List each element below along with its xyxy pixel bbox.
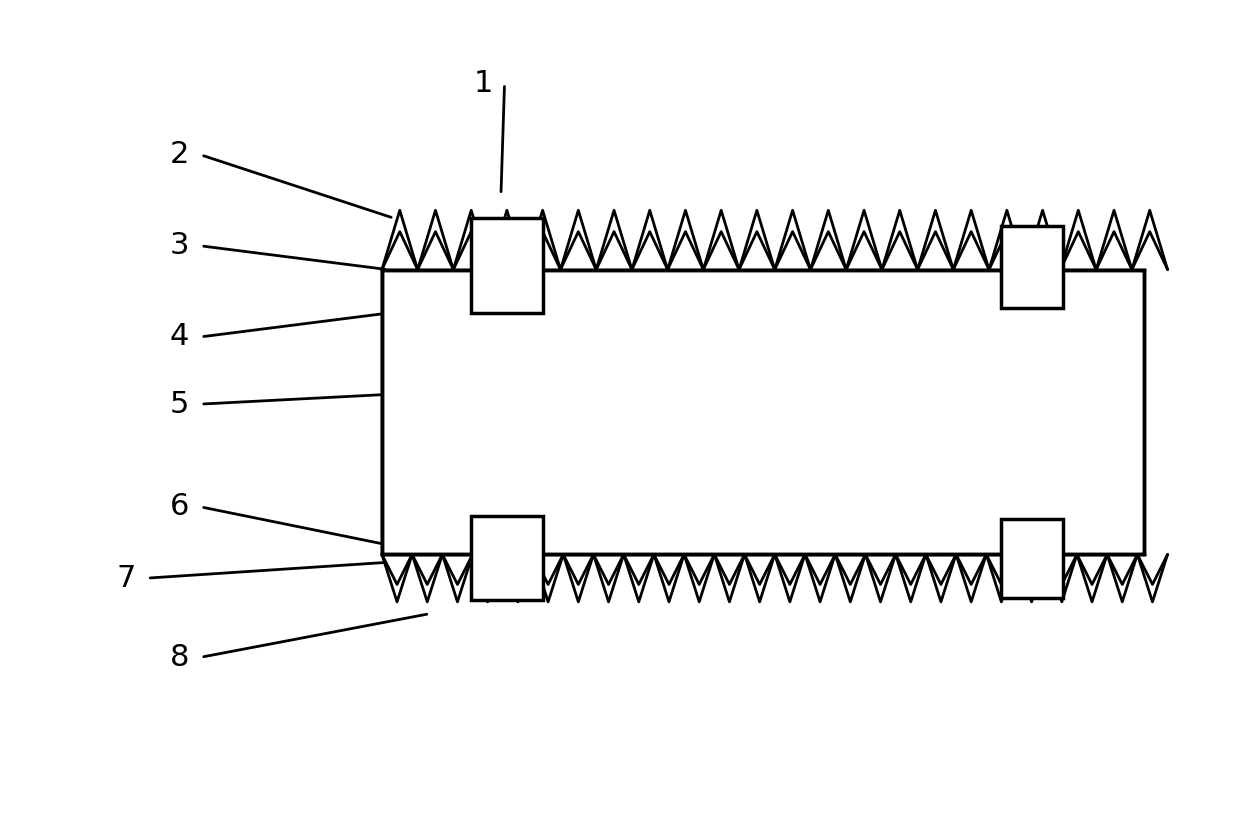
Bar bbox=[382, 269, 1143, 555]
Text: 8: 8 bbox=[170, 643, 190, 672]
Bar bbox=[471, 517, 543, 600]
Bar bbox=[382, 269, 1143, 555]
Bar bbox=[1001, 519, 1063, 598]
Text: 1: 1 bbox=[474, 69, 492, 98]
Bar bbox=[384, 271, 1141, 553]
Text: 4: 4 bbox=[170, 322, 190, 351]
Text: 2: 2 bbox=[170, 140, 190, 170]
Text: 5: 5 bbox=[170, 390, 190, 419]
Text: 7: 7 bbox=[117, 564, 135, 592]
Text: 3: 3 bbox=[170, 232, 190, 260]
Bar bbox=[1001, 226, 1063, 307]
Bar bbox=[471, 218, 543, 313]
Text: 6: 6 bbox=[170, 493, 190, 522]
